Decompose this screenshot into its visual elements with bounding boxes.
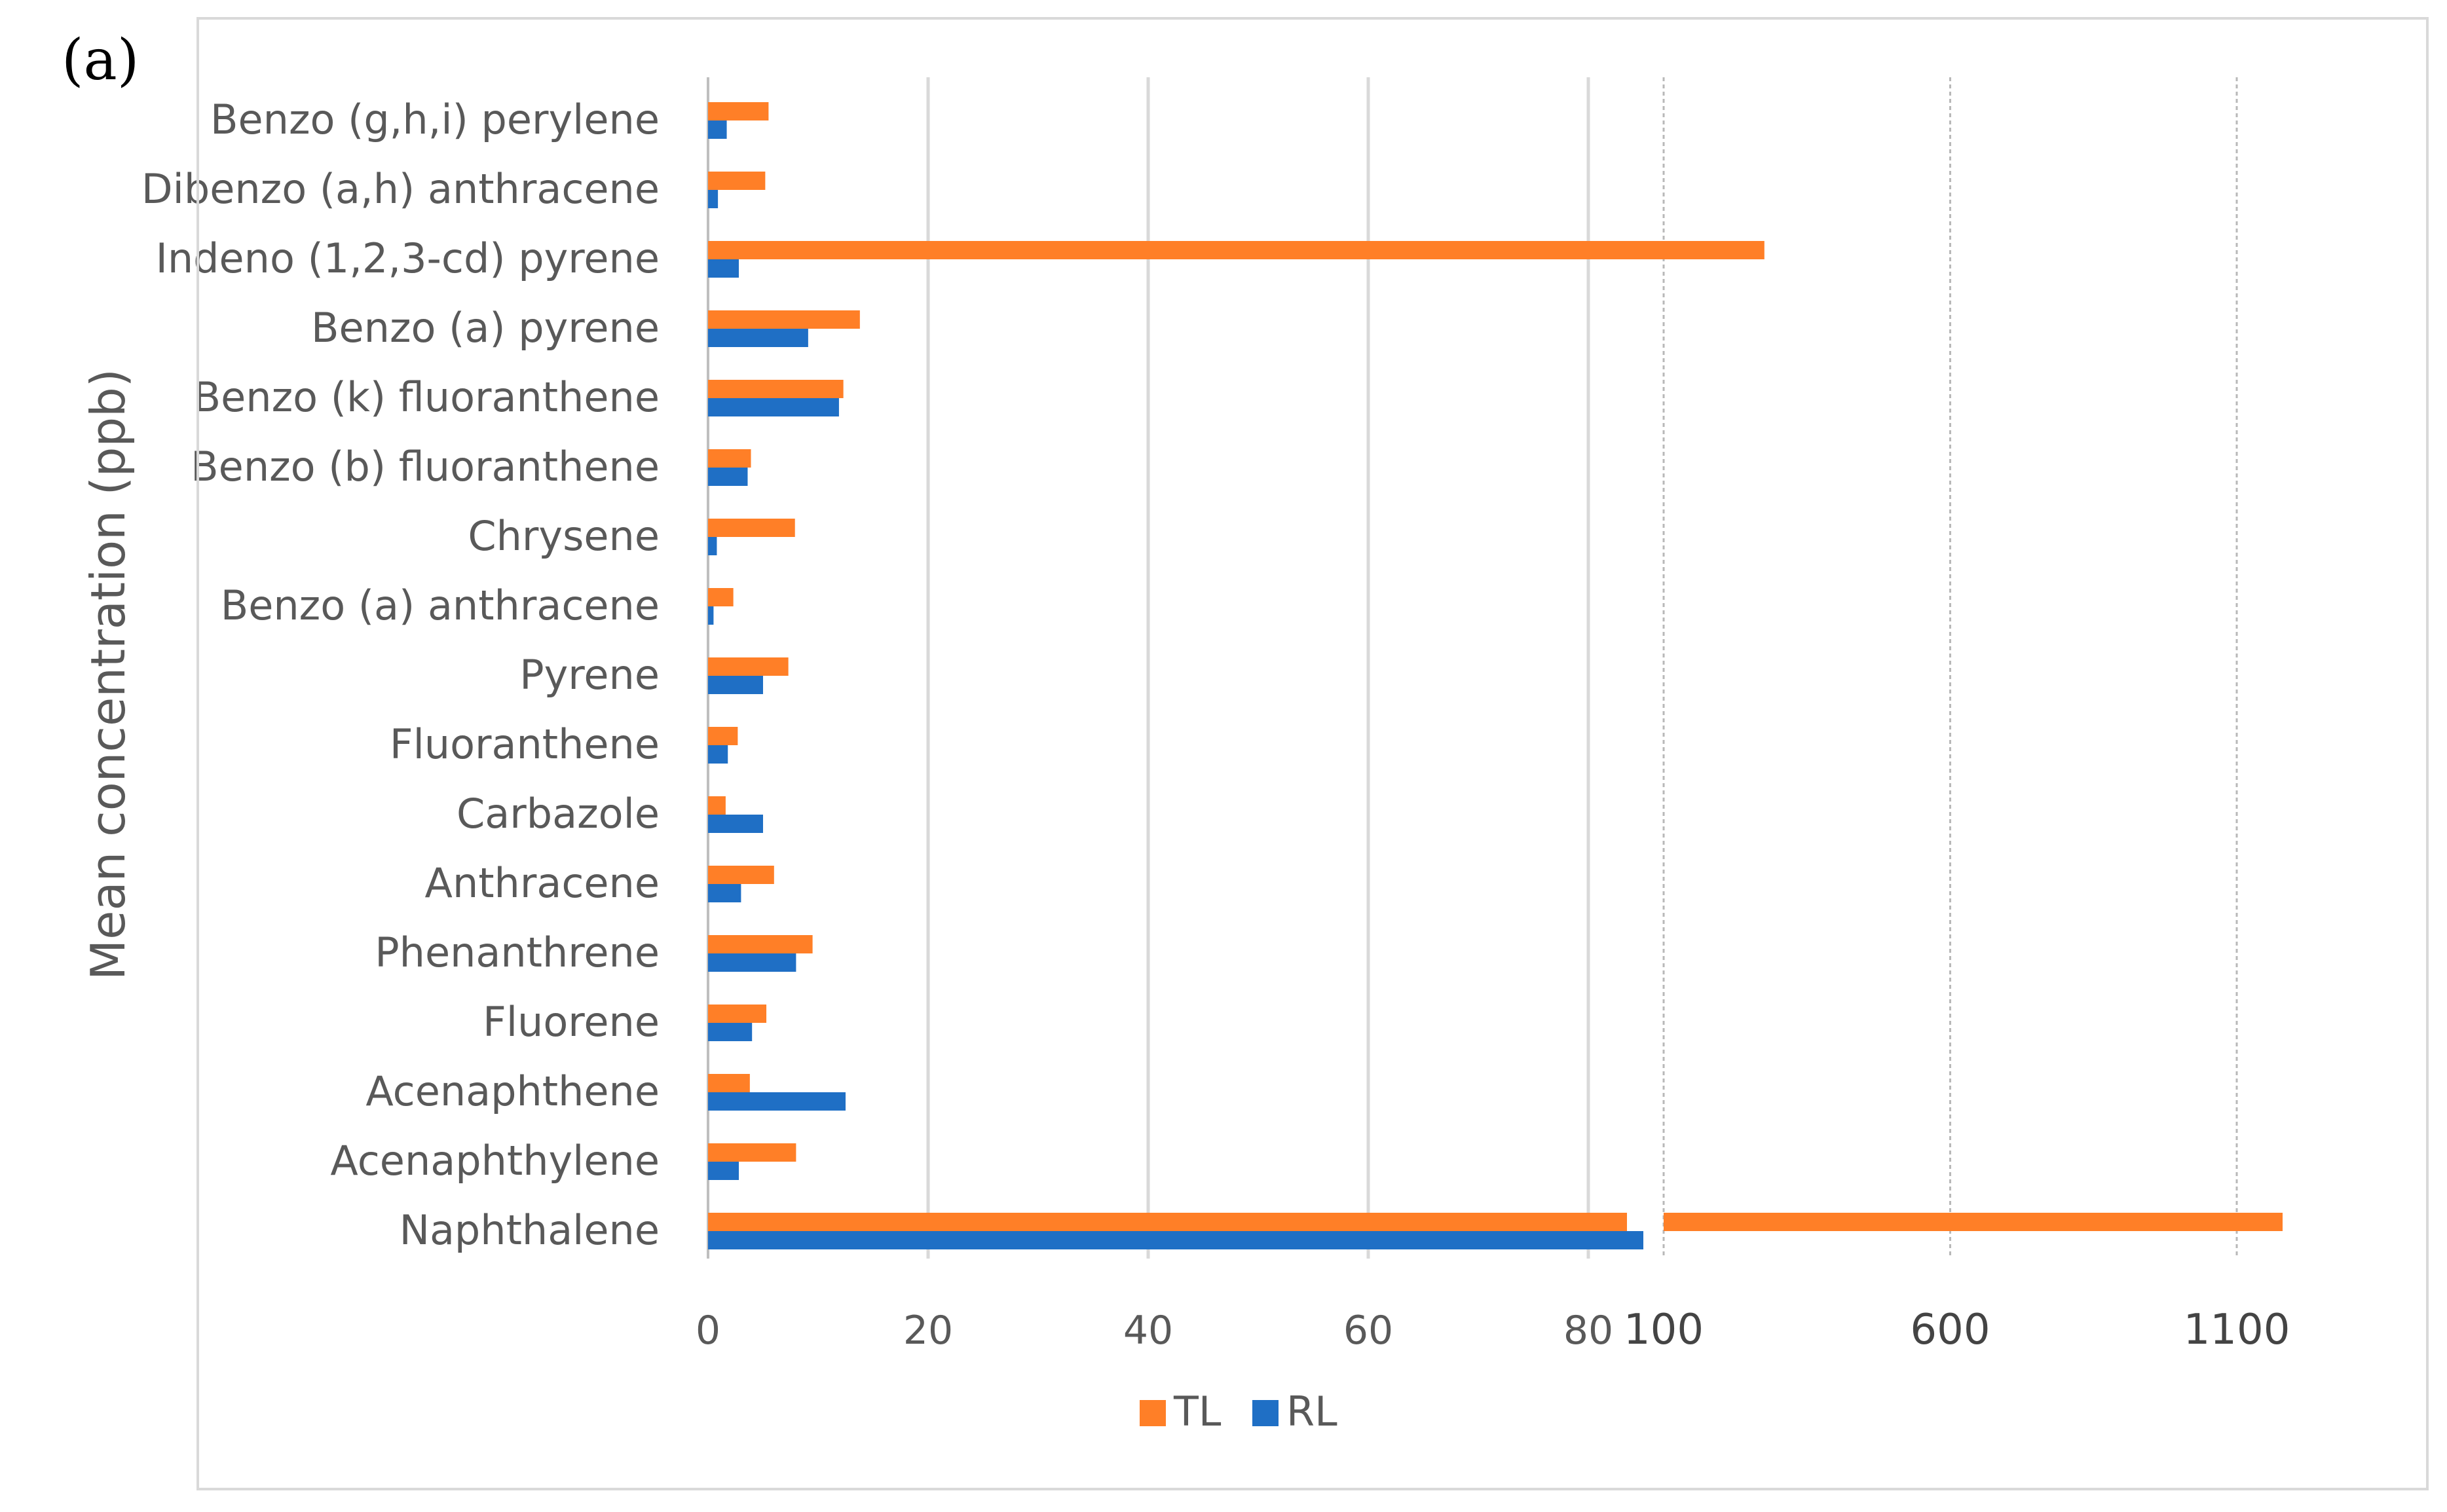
bar-rl [708, 468, 748, 486]
bar-rl [708, 745, 728, 764]
x-tick-label: 40 [1123, 1308, 1173, 1354]
legend-swatch-rl [1252, 1400, 1279, 1426]
bar-rl [708, 606, 714, 625]
bar-tl [708, 241, 1765, 259]
x-tick-label: 1100 [2184, 1306, 2290, 1354]
y-axis-label: Mean concentration (ppb) [81, 369, 136, 980]
bar-rl [708, 120, 727, 139]
bar-tl-continued [1664, 1213, 2283, 1231]
bar-rl [708, 1162, 739, 1180]
category-label: Phenanthrene [375, 929, 660, 976]
x-tick-label: 100 [1624, 1306, 1704, 1354]
chart-frame [196, 17, 2429, 1490]
bar-tl [708, 380, 844, 398]
bar-rl [708, 259, 739, 278]
bar-rl [708, 537, 717, 555]
bar-rl [708, 884, 741, 902]
bar-tl [708, 449, 751, 468]
category-label: Chrysene [468, 512, 660, 560]
bar-tl [708, 657, 789, 676]
category-label: Indeno (1,2,3-cd) pyrene [156, 234, 660, 282]
category-label: Carbazole [457, 790, 660, 838]
category-label: Benzo (b) fluoranthene [191, 443, 660, 490]
bar-tl [708, 102, 769, 120]
category-label: Dibenzo (a,h) anthracene [141, 165, 660, 213]
bar-rl [708, 1023, 753, 1041]
bar-rl [708, 1231, 1643, 1249]
category-label: Benzo (a) anthracene [221, 581, 660, 629]
category-label: Naphthalene [400, 1206, 660, 1254]
bar-rl [708, 329, 808, 347]
bar-rl [708, 190, 719, 208]
bar-tl [708, 172, 766, 190]
bar-tl [708, 588, 734, 606]
category-label: Anthracene [425, 859, 660, 907]
bar-rl [708, 815, 763, 833]
legend-label-tl: TL [1173, 1388, 1222, 1435]
category-label: Pyrene [519, 651, 660, 699]
bar-rl [708, 953, 796, 972]
bar-tl [708, 1213, 1627, 1231]
bar-tl [708, 796, 726, 815]
category-label: Benzo (a) pyrene [311, 304, 660, 352]
category-label: Acenaphthylene [330, 1137, 660, 1185]
bar-rl [708, 398, 839, 416]
panel-label: (a) [62, 28, 140, 93]
bar-tl [708, 310, 860, 329]
category-label: Acenaphthene [365, 1067, 660, 1115]
x-tick-label: 0 [696, 1308, 720, 1354]
bar-tl [708, 727, 738, 745]
x-tick-label: 20 [903, 1308, 953, 1354]
bar-tl [708, 935, 813, 953]
bars [708, 102, 2283, 1249]
bar-tl [708, 1005, 767, 1023]
bar-tl [708, 866, 774, 884]
bar-tl [708, 519, 795, 537]
bar-rl [708, 1092, 846, 1111]
legend-swatch-tl [1140, 1400, 1166, 1426]
category-label: Benzo (g,h,i) perylene [210, 96, 660, 143]
bar-rl [708, 676, 763, 694]
category-label: Fluorene [483, 998, 660, 1046]
x-tick-labels: 0 20 40 60 80 100 600 1100 [696, 1306, 2290, 1354]
bar-tl [708, 1074, 750, 1092]
legend: TL RL [1140, 1388, 1337, 1435]
legend-label-rl: RL [1286, 1388, 1337, 1435]
category-labels: Benzo (g,h,i) perylene Dibenzo (a,h) anth… [141, 96, 660, 1254]
x-tick-label: 60 [1343, 1308, 1393, 1354]
bar-tl [708, 1143, 796, 1162]
category-label: Benzo (k) fluoranthene [193, 373, 660, 421]
x-tick-label: 600 [1910, 1306, 1990, 1354]
category-label: Fluoranthene [390, 720, 660, 768]
x-tick-label: 80 [1563, 1308, 1613, 1354]
